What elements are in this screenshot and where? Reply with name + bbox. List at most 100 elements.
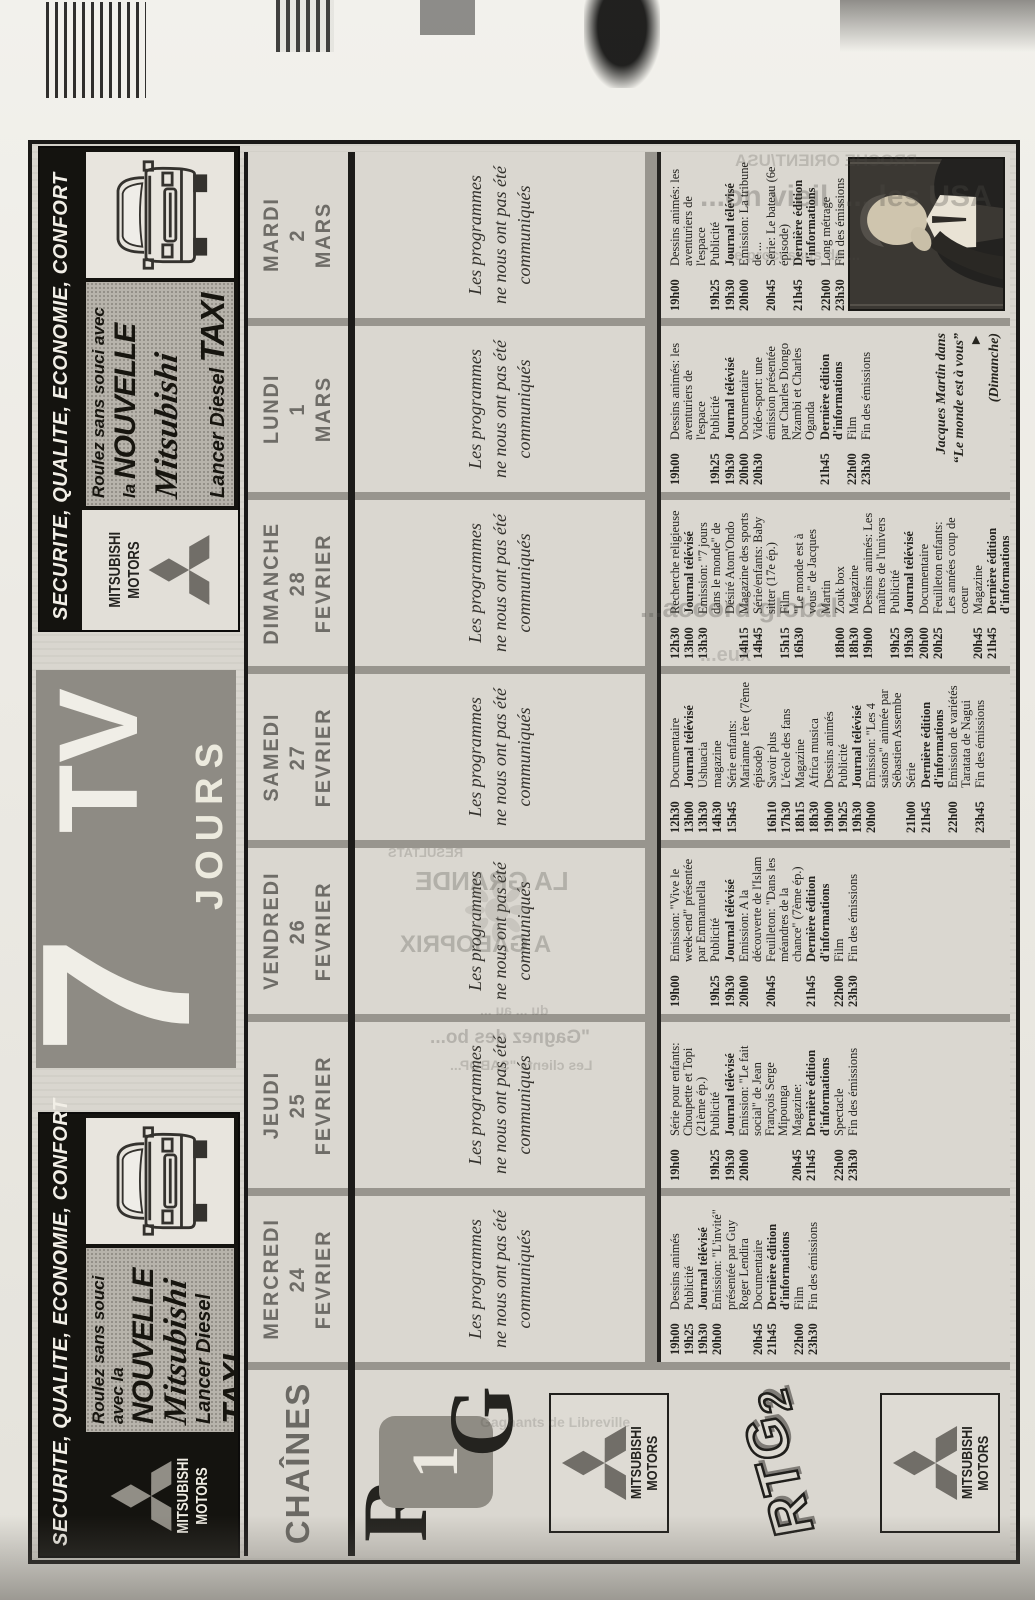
listing-program: Journal télévisé [682, 705, 697, 788]
listing-program: Documentaire [668, 717, 682, 788]
chains-header: CHAÎNES [248, 1370, 348, 1556]
listing-time: 18h00 [832, 627, 847, 659]
listing-time: 19h30 [849, 801, 864, 833]
listing-row: 23h30 Fin des émissions [859, 331, 873, 485]
listing-program: Film [778, 590, 793, 614]
listing-row: 20h00 Emission: A la découverte de l'Isla… [737, 853, 764, 1007]
rtg2-number-two: 2 [746, 1383, 802, 1418]
listing-row: 18h15 Magazine [793, 679, 808, 833]
day-header-mardi: MARDI 2 MARS [248, 152, 348, 318]
listing-row: 19h00 Série pour enfants: Choupette et To… [668, 1027, 708, 1181]
listing-row: 19h25 Publicité [708, 1027, 722, 1181]
day-header-month: FEVRIER [312, 533, 336, 633]
listing-time: 20h00 [916, 627, 931, 659]
listing-program: Feuilleton: "Dans les méandres de la cha… [763, 857, 805, 962]
listing-program: Journal télévisé [722, 879, 737, 962]
notice-line: ne nous ont pas été [489, 166, 510, 304]
listing-time: 16h30 [792, 627, 807, 659]
scan-streak [276, 0, 334, 52]
listing-program: Publicité [708, 917, 723, 962]
slogan-nouvelle: NOUVELLE [127, 1268, 161, 1424]
listing-time: 23h45 [973, 801, 988, 833]
notice-line: ne nous ont pas été [489, 1210, 510, 1348]
listing-row: 15h15 Film [778, 505, 793, 659]
mitsubishi-ad-right: SECURITE, QUALITE, ECONOMIE, CONFORT MIT… [38, 146, 240, 632]
listing-time: 19h00 [860, 627, 875, 659]
mitsubishi-logo-box: MITSUBISHI MOTORS [879, 1393, 1000, 1533]
day-header-name: LUNDI [259, 373, 283, 445]
listing-time: 23h30 [845, 975, 860, 1007]
listing-cell-mardi: 19h00 Dessins animés: les aventuriers de … [661, 152, 1010, 318]
listing-program: Magazine: [790, 1083, 805, 1136]
notice-line: communiqués [514, 359, 535, 459]
listing-time: 19h00 [668, 1323, 682, 1355]
listing-time: 20h45 [750, 1323, 765, 1355]
ad-slogan-panel: Roulez sans souci avec la NOUVELLE Mitsu… [86, 282, 234, 506]
listing-row: 14h45 Série/enfants: Baby sitter (17e ép.… [751, 505, 778, 659]
listing-row: 19h30 Journal télévisé [849, 679, 864, 833]
listing-program: Emission: La tribune de ... [736, 162, 764, 266]
day-header-lundi: LUNDI 1 MARS [248, 326, 348, 492]
rtg1-channel-logo: R 1 G [344, 1386, 532, 1542]
day-header-jeudi: JEUDI 25 FEVRIER [248, 1022, 348, 1188]
listing-program: Publicité [888, 569, 903, 614]
listing-time: 21h45 [918, 801, 933, 833]
listing-row: 20h00 Emission: "Le fait social" de Jean … [736, 1027, 791, 1181]
listing-program: Dessins animés: les aventuriers de l'esp… [668, 342, 709, 440]
listing-row: 16h30 "Le monde est à vous" de Jacques Ma… [792, 505, 833, 659]
notice-line: communiqués [514, 881, 535, 981]
notice-cell-vendredi: Les programmes ne nous ont pas été communi… [355, 848, 645, 1014]
listing-time: 20h45 [790, 1149, 805, 1181]
listing-program: Long métrage [818, 196, 833, 266]
day-header-num: 26 [285, 918, 309, 945]
notice-line: ne nous ont pas été [489, 862, 510, 1000]
listing-row: 20h25 Feuilleton enfants: Les années coup… [931, 505, 971, 659]
listing-time: 21h00 [904, 801, 919, 833]
listing-time: 20h00 [736, 1149, 751, 1181]
rtg2-letters: RTG [728, 1409, 827, 1542]
listing-row: 13h30 Ushuacia [696, 679, 711, 833]
listing-time: 19h25 [708, 279, 723, 311]
listing-time: 13h30 [696, 801, 711, 833]
listing-row: 19h30 Journal télévisé [902, 505, 916, 659]
notice-line: ne nous ont pas été [489, 514, 510, 652]
listing-time: 20h45 [763, 975, 778, 1007]
listing-row: 12h30 Recherche religieuse [668, 505, 682, 659]
listing-row: 20h45 Magazine: [790, 1027, 805, 1181]
day-header-num: 27 [285, 744, 309, 771]
masthead-tv: TV [36, 686, 161, 834]
listing-time: 13h30 [696, 627, 711, 659]
listing-program: Journal télévisé [722, 1053, 737, 1136]
listing-program: Film [792, 1286, 807, 1310]
listing-program: Magazine [793, 739, 808, 788]
notice-cell-samedi: Les programmes ne nous ont pas été communi… [355, 674, 645, 840]
listing-row: 13h30 Emission: "7 jours dans le monde" d… [696, 505, 736, 659]
listing-time: 19h30 [722, 279, 737, 311]
day-header-vendredi: VENDREDI 26 FEVRIER [248, 848, 348, 1014]
listing-program: Dernière édition d'informations [918, 701, 946, 788]
listing-time: 19h00 [668, 453, 682, 485]
notice-line: communiqués [514, 1055, 535, 1155]
header-rule [348, 152, 355, 1556]
maker-name: MITSUBISHI [107, 532, 125, 608]
listing-time: 14h15 [736, 627, 751, 659]
listing-time: 12h30 [668, 627, 682, 659]
mitsubishi-diamond-icon [148, 534, 210, 606]
caption-line: “Le monde est à vous” [951, 333, 967, 464]
listing-row: 20h00 Documentaire [736, 331, 751, 485]
listing-program: Journal télévisé [682, 531, 697, 614]
listing-program: Zouk box [832, 566, 847, 614]
listing-program: Fin des émissions [845, 873, 860, 962]
listing-program: Dernière édition d'informations [764, 1223, 793, 1310]
listing-program: "Le monde est à vous" de Jacques Martin [792, 529, 833, 614]
listing-row: 18h30 Africa musica [807, 679, 821, 833]
scan-streak [840, 0, 1035, 52]
listing-program: Dernière édition d'informations [985, 527, 1010, 614]
notice-line: Les programmes [464, 1045, 485, 1165]
day-header-month: FEVRIER [312, 881, 336, 981]
listing-row: 19h30 Journal télévisé [722, 157, 737, 311]
listing-row: 19h25 Publicité [708, 853, 723, 1007]
listing-time: 20h00 [736, 453, 751, 485]
